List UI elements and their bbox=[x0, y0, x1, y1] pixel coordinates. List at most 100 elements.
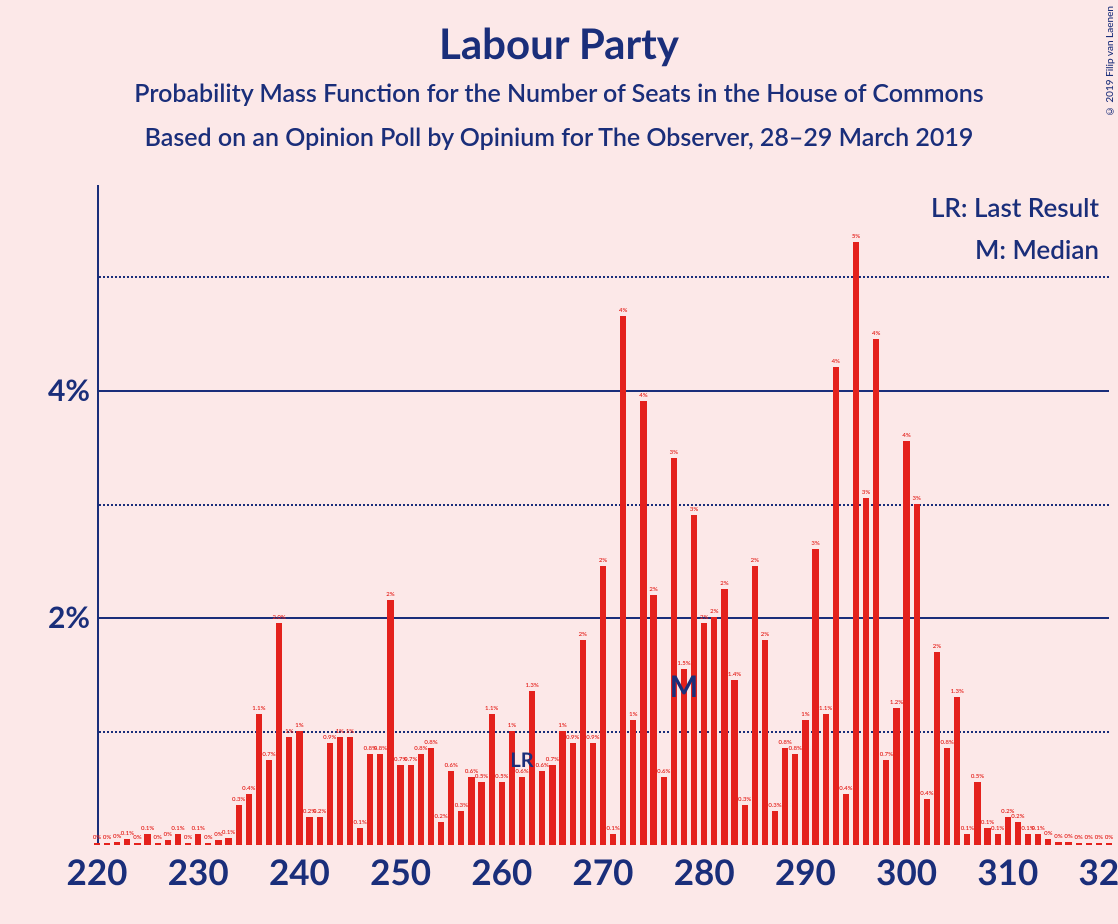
bar bbox=[640, 401, 646, 845]
bar bbox=[306, 817, 312, 845]
bar bbox=[397, 765, 403, 845]
x-tick-label: 300 bbox=[876, 851, 937, 893]
bar bbox=[1005, 817, 1011, 845]
bar bbox=[144, 834, 150, 845]
bar-value-label: 1% bbox=[558, 722, 566, 729]
bar-value-label: 0.1% bbox=[991, 825, 1004, 832]
bar bbox=[752, 566, 758, 845]
bar bbox=[924, 799, 930, 845]
bar bbox=[823, 714, 829, 845]
x-tick-label: 250 bbox=[370, 851, 431, 893]
bar-value-label: 0% bbox=[1044, 830, 1052, 837]
bar bbox=[893, 708, 899, 845]
bar bbox=[995, 834, 1001, 845]
bar bbox=[296, 731, 302, 845]
bar-value-label: 0.8% bbox=[940, 739, 953, 746]
bar bbox=[630, 720, 636, 845]
bar-value-label: 1% bbox=[629, 711, 637, 718]
bar-value-label: 0% bbox=[93, 834, 101, 841]
bar-value-label: 3% bbox=[690, 506, 698, 513]
bar bbox=[1106, 843, 1112, 845]
bar bbox=[590, 743, 596, 845]
bar bbox=[964, 834, 970, 845]
bar bbox=[195, 834, 201, 845]
bar bbox=[175, 834, 181, 845]
bar-value-label: 2% bbox=[649, 586, 657, 593]
bar-value-label: 4% bbox=[639, 392, 647, 399]
bar bbox=[610, 834, 616, 845]
bar bbox=[934, 652, 940, 845]
bar bbox=[721, 589, 727, 845]
bar bbox=[124, 839, 130, 845]
bar-value-label: 0.1% bbox=[353, 819, 366, 826]
x-tick-label: 280 bbox=[674, 851, 735, 893]
bar bbox=[1025, 834, 1031, 845]
bar-value-label: 3% bbox=[670, 449, 678, 456]
bar-value-label: 0.8% bbox=[374, 745, 387, 752]
bar bbox=[134, 843, 140, 845]
bar-value-label: 1% bbox=[295, 722, 303, 729]
bar-value-label: 1.4% bbox=[728, 671, 741, 678]
bar-value-label: 2% bbox=[386, 591, 394, 598]
bar-value-label: 0.3% bbox=[738, 796, 751, 803]
x-tick-label: 220 bbox=[67, 851, 128, 893]
bar-value-label: 0% bbox=[204, 834, 212, 841]
bar-value-label: 0% bbox=[1095, 834, 1103, 841]
bar-value-label: 0% bbox=[164, 831, 172, 838]
bar-value-label: 0.4% bbox=[920, 790, 933, 797]
bar-value-label: 1% bbox=[285, 728, 293, 735]
bar bbox=[337, 737, 343, 845]
x-tick-label: 240 bbox=[269, 851, 330, 893]
bar bbox=[276, 623, 282, 845]
bar-value-label: 1.3% bbox=[526, 682, 539, 689]
bar bbox=[974, 782, 980, 845]
bar-value-label: 0.6% bbox=[657, 768, 670, 775]
x-tick-label: 310 bbox=[977, 851, 1038, 893]
bar bbox=[418, 754, 424, 845]
bar-value-label: 0.7% bbox=[404, 756, 417, 763]
bar-value-label: 1.5% bbox=[677, 660, 690, 667]
bar bbox=[873, 339, 879, 845]
bar bbox=[1065, 842, 1071, 845]
bar-value-label: 1% bbox=[346, 728, 354, 735]
bar-value-label: 3% bbox=[862, 489, 870, 496]
bar bbox=[539, 771, 545, 845]
median-marker: M bbox=[670, 668, 698, 704]
bar bbox=[701, 623, 707, 845]
bar bbox=[367, 754, 373, 845]
x-tick-label: 230 bbox=[168, 851, 229, 893]
bar bbox=[478, 782, 484, 845]
bar-value-label: 0.1% bbox=[121, 830, 134, 837]
bar bbox=[489, 714, 495, 845]
bar-value-label: 2% bbox=[751, 557, 759, 564]
bar bbox=[225, 838, 231, 845]
bar bbox=[782, 748, 788, 845]
bar bbox=[883, 760, 889, 845]
bar-value-label: 0% bbox=[133, 834, 141, 841]
bar-value-label: 0.4% bbox=[242, 785, 255, 792]
bar bbox=[165, 840, 171, 845]
bar-value-label: 2% bbox=[700, 614, 708, 621]
bar-value-label: 1.2% bbox=[890, 699, 903, 706]
chart-subtitle-2: Based on an Opinion Poll by Opinium for … bbox=[0, 122, 1118, 152]
bar-value-label: 0.1% bbox=[961, 825, 974, 832]
bar bbox=[1045, 839, 1051, 845]
bar bbox=[1055, 842, 1061, 845]
bar bbox=[863, 498, 869, 845]
x-tick-label: 270 bbox=[573, 851, 634, 893]
bar bbox=[428, 748, 434, 845]
bar bbox=[458, 811, 464, 845]
bar bbox=[256, 714, 262, 845]
bar-value-label: 0.1% bbox=[192, 825, 205, 832]
bar-value-label: 0.7% bbox=[880, 751, 893, 758]
bar-value-label: 0.2% bbox=[313, 808, 326, 815]
bar-value-label: 0.3% bbox=[232, 796, 245, 803]
x-tick-label: 320 bbox=[1079, 851, 1118, 893]
bar bbox=[853, 242, 859, 845]
bar bbox=[833, 367, 839, 845]
bar-value-label: 0.7% bbox=[262, 751, 275, 758]
bar bbox=[185, 843, 191, 845]
x-tick-label: 290 bbox=[775, 851, 836, 893]
bar bbox=[570, 743, 576, 845]
bar-value-label: 0.4% bbox=[839, 785, 852, 792]
